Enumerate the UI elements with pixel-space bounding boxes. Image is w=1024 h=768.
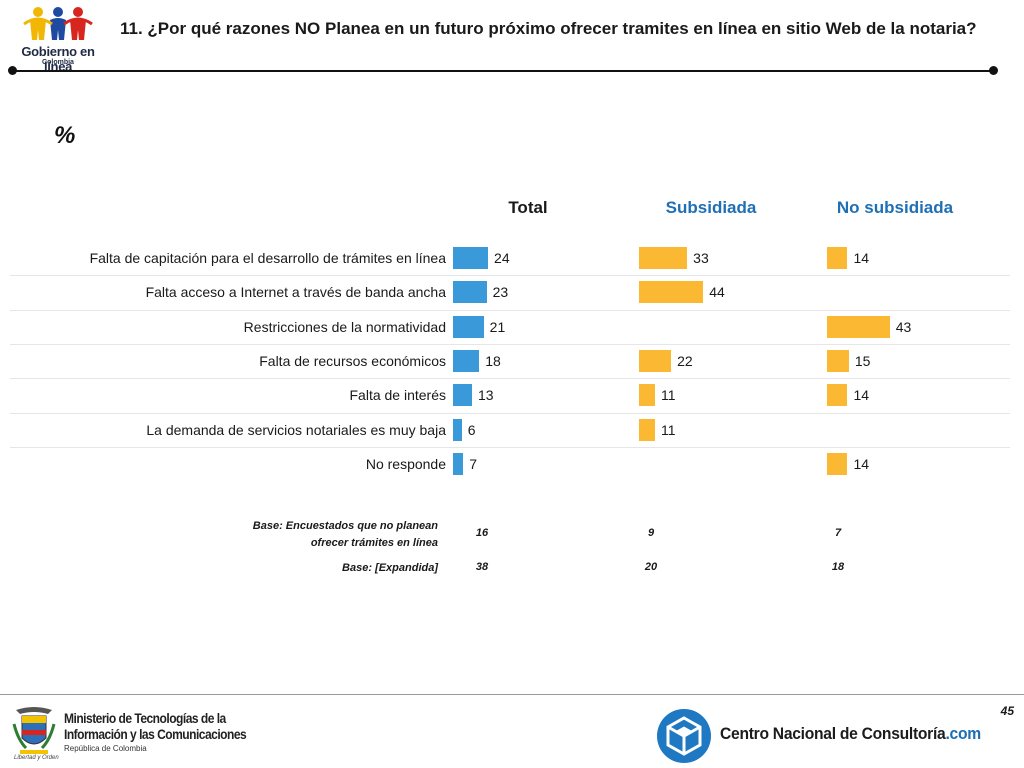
ministry-name-line2: Información y las Comunicaciones [64, 726, 247, 742]
data-label-0-4: 13 [477, 387, 494, 404]
divider-dot-left [8, 66, 17, 75]
cnc-suffix: .com [945, 724, 981, 743]
bar-2-4 [827, 384, 848, 407]
base-value: 20 [644, 561, 658, 573]
category-label: Restricciones de la normatividad [243, 318, 446, 335]
bar-2-3 [827, 349, 849, 372]
data-label-2-3: 15 [854, 352, 871, 369]
bar-0-2 [453, 315, 484, 338]
data-label-1-4: 11 [661, 387, 676, 404]
base-value: 38 [475, 561, 489, 573]
data-label-2-0: 14 [853, 250, 870, 266]
data-label-0-6: 7 [469, 455, 478, 472]
data-label-0-3: 18 [485, 352, 501, 369]
row-separator [10, 412, 1010, 414]
people-figures-icon [23, 7, 93, 40]
cnc-brand-name: Centro Nacional de Consultoría.com [720, 724, 981, 744]
ministry-country: República de Colombia [64, 744, 147, 753]
cnc-name: Centro Nacional de Consultoría [720, 724, 946, 743]
base-label: Base: [Expandida] [342, 562, 438, 574]
divider-dot-right [989, 66, 998, 75]
data-label-1-0: 33 [693, 250, 709, 266]
bar-chart: Total Subsidiada No subsidiada Falta de cap… [10, 198, 1010, 475]
base-value: 18 [831, 561, 845, 573]
bar-0-6 [453, 452, 464, 475]
base-value: 9 [647, 527, 655, 539]
bar-2-6 [827, 452, 848, 475]
data-label-0-0: 24 [494, 250, 510, 266]
data-label-2-6: 14 [853, 455, 870, 472]
base-label: Base: Encuestados que no planean ofrecer… [252, 520, 438, 549]
bar-0-4 [453, 384, 472, 407]
logo-country: Colombia [42, 59, 74, 66]
column-header-2: No subsidiada [836, 198, 954, 217]
bar-0-5 [453, 418, 462, 441]
header-divider [12, 70, 994, 72]
row-separator [10, 343, 1010, 345]
bar-1-5 [639, 418, 656, 441]
bar-2-2 [827, 315, 890, 338]
row-separator [10, 275, 1010, 277]
category-label: Falta de recursos económicos [259, 352, 446, 369]
data-label-1-5: 11 [661, 421, 676, 438]
category-label: Falta acceso a Internet a través de band… [145, 284, 446, 301]
bar-1-4 [639, 384, 656, 407]
cnc-cube-logo-icon [657, 709, 711, 763]
category-label: Falta de capitación para el desarrollo d… [89, 250, 446, 266]
row-separator [10, 446, 1010, 448]
bar-2-0 [827, 247, 848, 269]
base-value: 7 [834, 527, 842, 539]
bar-0-1 [453, 281, 487, 304]
colombia-coat-of-arms-icon [12, 707, 56, 754]
page-title: 11. ¿Por qué razones NO Planea en un fut… [120, 19, 977, 38]
bar-0-3 [453, 349, 480, 372]
base-value: 16 [475, 527, 489, 539]
data-label-0-2: 21 [489, 318, 506, 335]
data-label-0-1: 23 [492, 284, 509, 301]
category-label: No responde [365, 455, 446, 472]
bar-1-0 [639, 247, 688, 269]
data-label-2-2: 43 [895, 318, 912, 335]
data-label-0-5: 6 [467, 421, 476, 438]
page-number: 45 [1000, 704, 1014, 718]
ministry-motto: Libertad y Orden [14, 755, 59, 761]
data-label-2-4: 14 [853, 387, 870, 404]
category-label: Falta de interés [349, 387, 447, 404]
ministry-name-line1: Ministerio de Tecnologías de la [64, 710, 226, 726]
data-label-1-3: 22 [677, 352, 693, 369]
row-separator [10, 309, 1010, 311]
column-header-1: Subsidiada [665, 198, 757, 217]
bar-0-0 [453, 247, 489, 269]
data-label-1-1: 44 [709, 284, 725, 301]
unit-label: % [54, 122, 76, 149]
row-separator [10, 378, 1010, 380]
category-label: La demanda de servicios notariales es mu… [146, 421, 446, 438]
bar-1-3 [639, 349, 672, 372]
bar-1-1 [639, 281, 704, 304]
column-header-0: Total [508, 198, 548, 217]
footer-divider [0, 694, 1024, 695]
gobierno-en-linea-logo: Gobierno en línea Colombia [8, 4, 108, 74]
